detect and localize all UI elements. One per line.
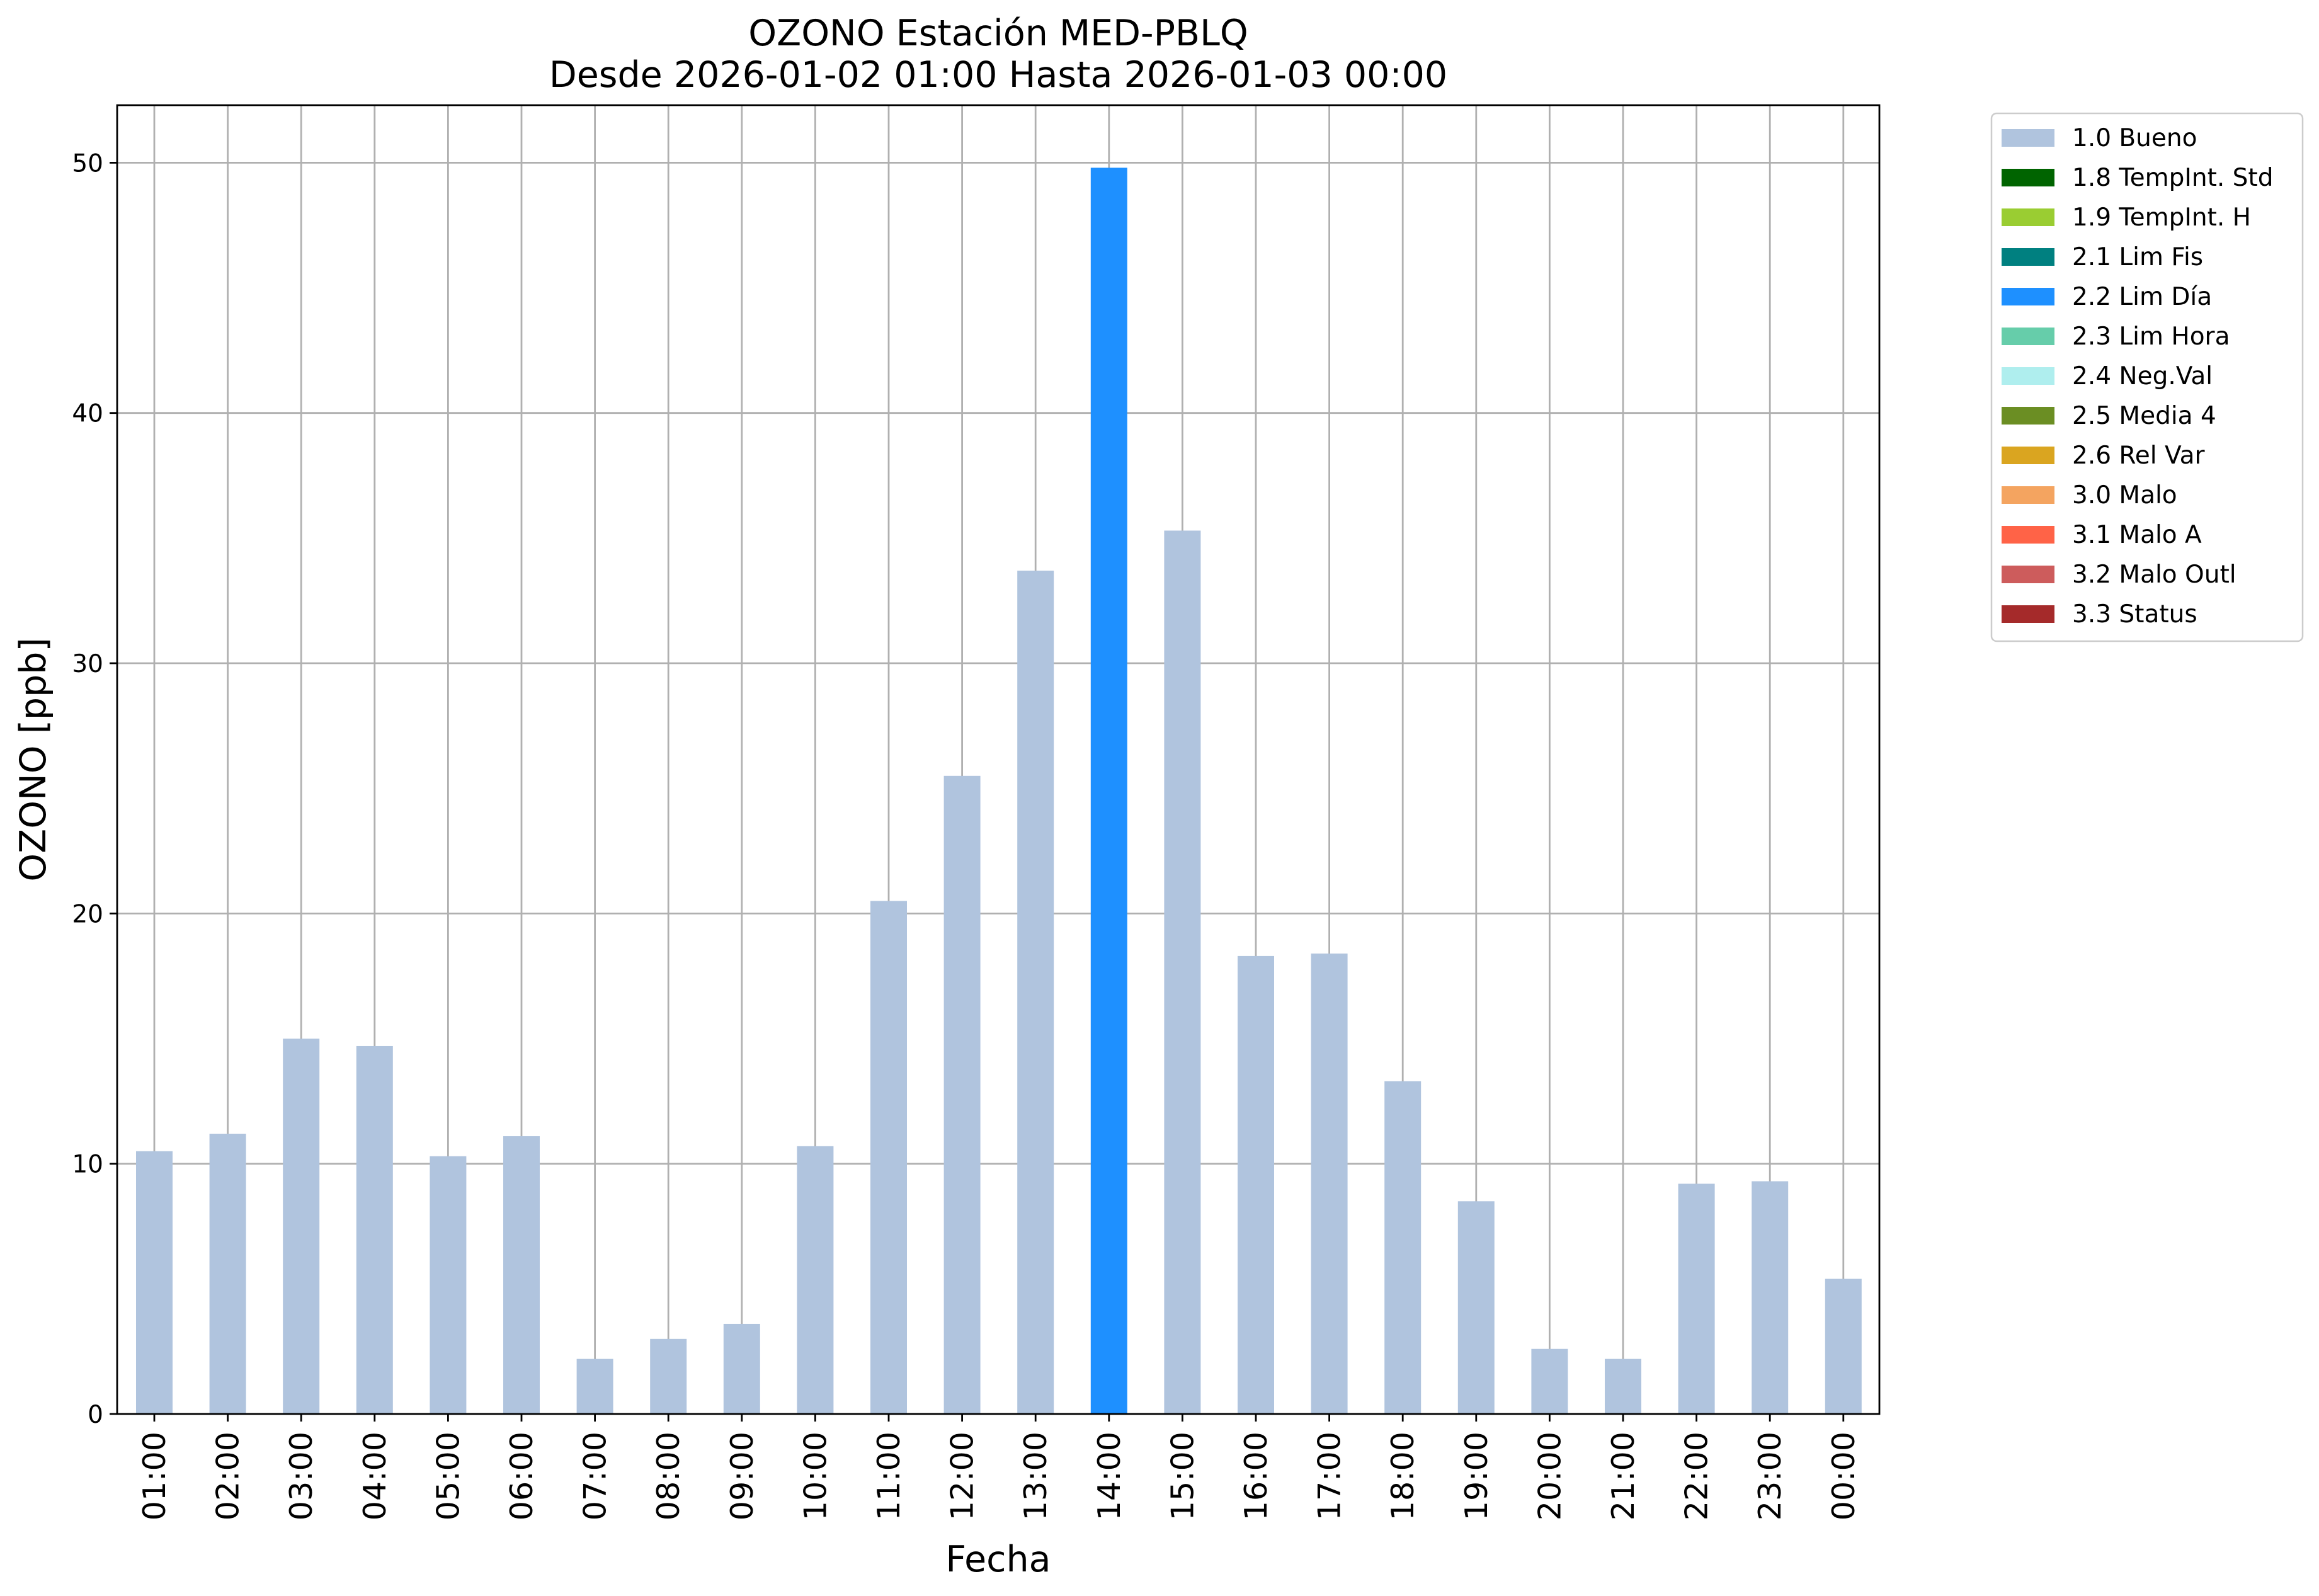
legend-swatch [2002, 288, 2054, 305]
legend-swatch [2002, 407, 2054, 425]
x-tick-label: 00:00 [1826, 1432, 1862, 1520]
x-tick-label: 23:00 [1752, 1432, 1788, 1520]
legend-label: 1.0 Bueno [2072, 124, 2197, 152]
y-axis-ticks: 0 10 20 30 40 50 [72, 149, 117, 1429]
legend-swatch [2002, 486, 2054, 504]
x-tick-label: 01:00 [137, 1432, 173, 1520]
bar-1100 [870, 901, 907, 1414]
x-axis-label: Fecha [945, 1539, 1051, 1580]
x-tick-label: 16:00 [1238, 1432, 1274, 1520]
y-tick-label: 50 [72, 149, 103, 178]
legend-swatch [2002, 447, 2054, 464]
chart-title: OZONO Estación MED-PBLQ [748, 13, 1248, 54]
legend-swatch [2002, 248, 2054, 266]
y-tick-label: 0 [88, 1401, 103, 1429]
x-tick-label: 19:00 [1459, 1432, 1495, 1520]
legend-label: 2.2 Lim Día [2072, 283, 2212, 311]
x-tick-label: 02:00 [210, 1432, 246, 1520]
x-tick-label: 13:00 [1018, 1432, 1054, 1520]
legend: 1.0 Bueno 1.8 TempInt. Std 1.9 TempInt. H 2… [1990, 112, 2304, 642]
bar-0900 [723, 1323, 760, 1414]
x-tick-label: 03:00 [283, 1432, 319, 1520]
bar-1000 [797, 1146, 834, 1414]
bar-2100 [1605, 1359, 1641, 1414]
legend-label: 3.3 Status [2072, 600, 2197, 629]
bar-1300 [1017, 571, 1054, 1415]
bar-0000 [1825, 1279, 1862, 1414]
bar-2000 [1531, 1348, 1568, 1414]
legend-swatch [2002, 169, 2054, 186]
bar-0200 [209, 1133, 246, 1414]
bar-2200 [1678, 1183, 1715, 1414]
legend-label: 2.1 Lim Fis [2072, 243, 2203, 271]
bar-0700 [576, 1359, 613, 1414]
legend-swatch [2002, 129, 2054, 147]
legend-label: 2.5 Media 4 [2072, 402, 2216, 430]
bar-1400 [1090, 168, 1127, 1414]
x-tick-label: 22:00 [1679, 1432, 1715, 1520]
bar-0100 [136, 1151, 173, 1414]
bar-2300 [1752, 1181, 1789, 1414]
bar-1600 [1238, 955, 1274, 1414]
x-tick-label: 10:00 [797, 1432, 833, 1520]
chart-subtitle: Desde 2026-01-02 01:00 Hasta 2026-01-03 … [549, 54, 1447, 96]
legend-frame [1990, 112, 2304, 642]
legend-swatch [2002, 208, 2054, 226]
legend-label: 3.0 Malo [2072, 481, 2177, 510]
y-tick-label: 10 [72, 1151, 103, 1179]
x-tick-label: 04:00 [357, 1432, 393, 1520]
bar-0500 [430, 1156, 467, 1414]
x-tick-label: 14:00 [1091, 1432, 1127, 1520]
y-tick-label: 20 [72, 900, 103, 928]
y-tick-label: 40 [72, 400, 103, 428]
legend-swatch [2002, 526, 2054, 544]
legend-label: 2.4 Neg.Val [2072, 362, 2213, 390]
x-tick-label: 17:00 [1312, 1432, 1348, 1520]
legend-label: 2.3 Lim Hora [2072, 322, 2230, 351]
bar-1800 [1384, 1081, 1422, 1414]
bar-0300 [283, 1039, 320, 1414]
x-tick-label: 07:00 [578, 1432, 613, 1520]
legend-swatch [2002, 566, 2054, 583]
bar-1900 [1457, 1201, 1495, 1414]
legend-label: 3.2 Malo Outl [2072, 561, 2236, 589]
bar-0400 [356, 1046, 393, 1414]
x-tick-label: 11:00 [871, 1432, 907, 1520]
legend-label: 2.6 Rel Var [2072, 442, 2206, 470]
legend-swatch [2002, 367, 2054, 385]
legend-label: 1.8 TempInt. Std [2072, 164, 2273, 192]
x-tick-label: 06:00 [504, 1432, 540, 1520]
x-tick-label: 09:00 [724, 1432, 760, 1520]
bars [136, 168, 1862, 1415]
plot-area-frame [116, 104, 1881, 1415]
bar-0600 [503, 1136, 540, 1414]
y-tick-label: 30 [72, 650, 103, 678]
legend-swatch [2002, 328, 2054, 345]
legend-swatch [2002, 605, 2054, 623]
chart-title-group: OZONO Estación MED-PBLQ Desde 2026-01-02… [549, 13, 1447, 96]
x-tick-label: 15:00 [1165, 1432, 1200, 1520]
x-tick-label: 18:00 [1385, 1432, 1421, 1520]
y-axis-label: OZONO [ppb] [13, 637, 54, 881]
x-tick-label: 08:00 [651, 1432, 687, 1520]
bar-1700 [1311, 953, 1348, 1414]
x-tick-label: 12:00 [945, 1432, 981, 1520]
bar-1500 [1164, 530, 1201, 1414]
legend-label: 3.1 Malo A [2072, 521, 2202, 549]
bar-0800 [650, 1338, 687, 1414]
x-tick-label: 20:00 [1532, 1432, 1568, 1520]
x-axis-ticks: 01:00 02:00 03:00 04:00 05:00 06:00 07:00 08:00… [137, 1414, 1862, 1520]
x-tick-label: 21:00 [1605, 1432, 1641, 1520]
bar-1200 [943, 775, 981, 1414]
legend-label: 1.9 TempInt. H [2072, 203, 2251, 232]
x-tick-label: 05:00 [430, 1432, 466, 1520]
